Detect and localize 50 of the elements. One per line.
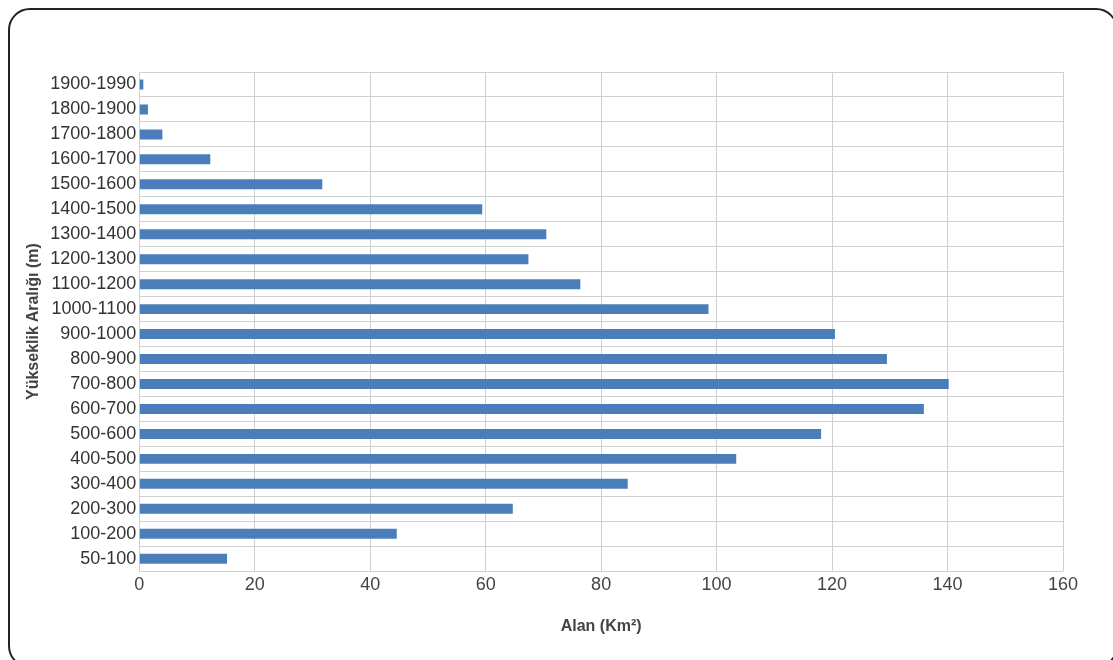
x-tick-label: 120 bbox=[817, 573, 848, 594]
bar bbox=[139, 379, 949, 389]
y-tick-label: 900-1000 bbox=[60, 323, 137, 344]
bar bbox=[139, 428, 822, 439]
y-tick-label: 1900-1990 bbox=[50, 73, 137, 94]
y-tick-label: 1300-1400 bbox=[50, 223, 137, 244]
bar bbox=[139, 478, 628, 489]
x-tick-label: 140 bbox=[932, 573, 963, 594]
bar bbox=[139, 503, 513, 514]
bar bbox=[139, 304, 709, 315]
x-axis-title: Alan (Km²) bbox=[560, 616, 642, 634]
x-tick-label: 100 bbox=[701, 573, 732, 594]
y-tick-label: 1400-1500 bbox=[50, 198, 137, 219]
y-tick-label: 1800-1900 bbox=[50, 98, 137, 119]
bar bbox=[139, 453, 737, 464]
x-tick-label: 20 bbox=[244, 573, 265, 594]
y-axis-title: Yükseklik Aralığı (m) bbox=[24, 243, 42, 400]
y-tick-label: 400-500 bbox=[70, 447, 137, 468]
y-tick-label: 1000-1100 bbox=[51, 298, 137, 319]
y-tick-label: 1600-1700 bbox=[50, 148, 137, 169]
y-tick-label: 200-300 bbox=[70, 497, 137, 518]
bar bbox=[139, 403, 924, 414]
y-tick-label: 1200-1300 bbox=[50, 248, 137, 269]
y-tick-label: 700-800 bbox=[70, 372, 137, 393]
y-tick-label: 500-600 bbox=[70, 422, 137, 443]
bar bbox=[139, 553, 228, 564]
y-tick-label: 100-200 bbox=[70, 522, 137, 543]
y-tick-label: 1500-1600 bbox=[50, 173, 137, 194]
bar bbox=[139, 154, 211, 165]
y-tick-label: 800-900 bbox=[70, 348, 137, 369]
bar bbox=[139, 254, 529, 265]
bar bbox=[139, 179, 323, 190]
x-tick-label: 0 bbox=[134, 573, 145, 594]
bar bbox=[139, 329, 835, 340]
bar bbox=[139, 229, 547, 240]
y-tick-label: 600-700 bbox=[70, 397, 137, 418]
y-tick-label: 300-400 bbox=[70, 472, 137, 493]
bar bbox=[139, 279, 581, 290]
bar bbox=[139, 104, 148, 115]
x-tick-label: 60 bbox=[475, 573, 496, 594]
x-tick-label: 80 bbox=[591, 573, 612, 594]
y-tick-label: 1700-1800 bbox=[50, 123, 137, 144]
bar bbox=[139, 528, 397, 539]
bar bbox=[139, 129, 163, 140]
bar bbox=[139, 204, 483, 215]
y-tick-label: 50-100 bbox=[80, 547, 137, 568]
x-tick-label: 40 bbox=[360, 573, 381, 594]
x-tick-label: 160 bbox=[1047, 573, 1079, 594]
bar bbox=[139, 354, 887, 365]
y-tick-label: 1100-1200 bbox=[51, 273, 137, 294]
